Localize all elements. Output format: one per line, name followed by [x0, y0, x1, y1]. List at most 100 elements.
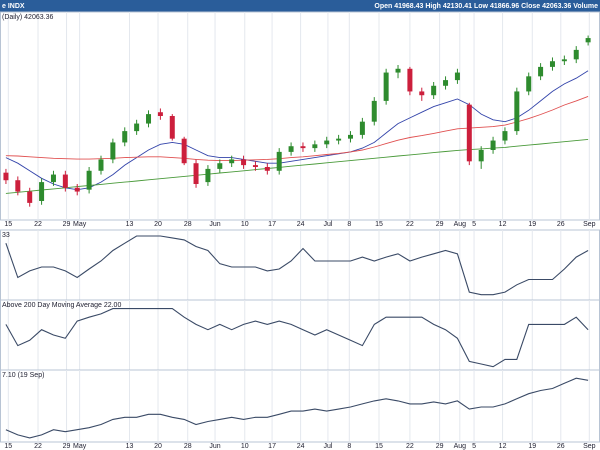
- candle-body: [39, 182, 45, 201]
- candle-body: [27, 191, 33, 203]
- candle-body: [146, 114, 152, 124]
- x-tick-label: 15: [4, 221, 12, 228]
- x-tick-label: Jun: [209, 443, 220, 450]
- candle-body: [359, 121, 365, 135]
- x-tick-label: 24: [297, 221, 305, 228]
- candle-body: [419, 91, 425, 96]
- candle-body: [98, 159, 104, 171]
- candle-body: [193, 163, 199, 184]
- x-tick-label: 15: [375, 221, 383, 228]
- x-tick-label: 12: [499, 221, 507, 228]
- line: [5, 308, 589, 368]
- candle-body: [466, 104, 472, 162]
- candle-body: [395, 68, 401, 73]
- candle-body: [264, 167, 270, 171]
- x-tick-label: 22: [406, 443, 414, 450]
- candle-body: [229, 159, 235, 164]
- x-tick-label: 12: [499, 443, 507, 450]
- x-tick-label: 22: [34, 443, 42, 450]
- x-tick-label: 10: [241, 443, 249, 450]
- line: [5, 377, 589, 439]
- candle-body: [371, 100, 377, 122]
- candle-body: [169, 116, 175, 139]
- x-tick-label: 19: [528, 221, 536, 228]
- x-tick-label: Aug: [454, 221, 467, 228]
- candle-body: [538, 66, 544, 77]
- x-tick-label: 13: [126, 221, 134, 228]
- x-tick-label: May: [73, 221, 87, 228]
- x-tick-label: 5: [472, 443, 476, 450]
- candle-body: [74, 187, 80, 192]
- x-tick-label: 26: [557, 221, 565, 228]
- line: [5, 70, 589, 191]
- x-tick-label: 29: [436, 221, 444, 228]
- candle-body: [181, 138, 187, 164]
- x-tick-label: Jul: [323, 443, 332, 450]
- candle-body: [561, 59, 567, 62]
- candle-body: [3, 172, 9, 181]
- symbol: e INDX: [2, 3, 25, 10]
- panel: [0, 369, 600, 443]
- candle-body: [478, 150, 484, 162]
- candle-body: [383, 72, 389, 101]
- candle-body: [241, 159, 247, 166]
- x-tick-label: 22: [406, 221, 414, 228]
- x-tick-label: 28: [184, 221, 192, 228]
- panel-title: Above 200 Day Moving Average 22.00: [2, 302, 121, 309]
- x-tick-label: 26: [557, 443, 565, 450]
- stats: Open 41968.43 High 42130.41 Low 41866.96…: [374, 3, 598, 10]
- candle-body: [502, 131, 508, 141]
- candle-body: [336, 138, 342, 141]
- x-tick-label: Aug: [454, 443, 467, 450]
- candle-body: [514, 91, 520, 132]
- x-tick-label: 29: [63, 221, 71, 228]
- candle-body: [300, 146, 306, 149]
- candle-body: [347, 134, 353, 139]
- candle-body: [15, 180, 21, 192]
- x-tick-label: 28: [184, 443, 192, 450]
- candle-body: [324, 140, 330, 145]
- candle-body: [573, 49, 579, 60]
- candle-body: [431, 85, 437, 96]
- panel-title: (Daily) 42063.36: [2, 14, 53, 21]
- candle-body: [134, 123, 140, 132]
- candle-body: [217, 163, 223, 169]
- candle-body: [276, 151, 282, 171]
- candle-body: [407, 68, 413, 92]
- x-tick-label: 20: [154, 221, 162, 228]
- panel-title: 33: [2, 232, 10, 239]
- x-tick-label: 24: [297, 443, 305, 450]
- candle-body: [122, 131, 128, 143]
- x-tick-label: 17: [268, 443, 276, 450]
- candle-body: [585, 38, 591, 43]
- x-tick-label: 29: [63, 443, 71, 450]
- x-tick-label: Jun: [209, 221, 220, 228]
- x-tick-label: 29: [436, 443, 444, 450]
- candle-body: [526, 76, 532, 92]
- x-tick-label: 19: [528, 443, 536, 450]
- line: [5, 138, 589, 194]
- x-tick-label: 20: [154, 443, 162, 450]
- candle-body: [490, 140, 496, 150]
- candle-body: [86, 170, 92, 190]
- candle-body: [205, 168, 211, 183]
- x-tick-label: 8: [347, 443, 351, 450]
- x-tick-label: 10: [241, 221, 249, 228]
- x-tick-label: 5: [472, 221, 476, 228]
- candle-body: [454, 72, 460, 81]
- x-tick-label: 15: [4, 443, 12, 450]
- panel-title: 7.10 (19 Sep): [2, 372, 44, 379]
- header-bar: [0, 0, 600, 12]
- candle-body: [157, 112, 163, 116]
- x-tick-label: 13: [126, 443, 134, 450]
- candle-body: [443, 80, 449, 86]
- x-tick-label: 8: [347, 221, 351, 228]
- candle-body: [62, 174, 68, 188]
- x-tick-label: Sep: [583, 221, 596, 228]
- line: [5, 95, 589, 162]
- x-tick-label: May: [73, 443, 87, 450]
- candle-body: [288, 146, 294, 152]
- candle-body: [312, 144, 318, 149]
- x-tick-label: Sep: [583, 443, 596, 450]
- x-tick-label: 17: [268, 221, 276, 228]
